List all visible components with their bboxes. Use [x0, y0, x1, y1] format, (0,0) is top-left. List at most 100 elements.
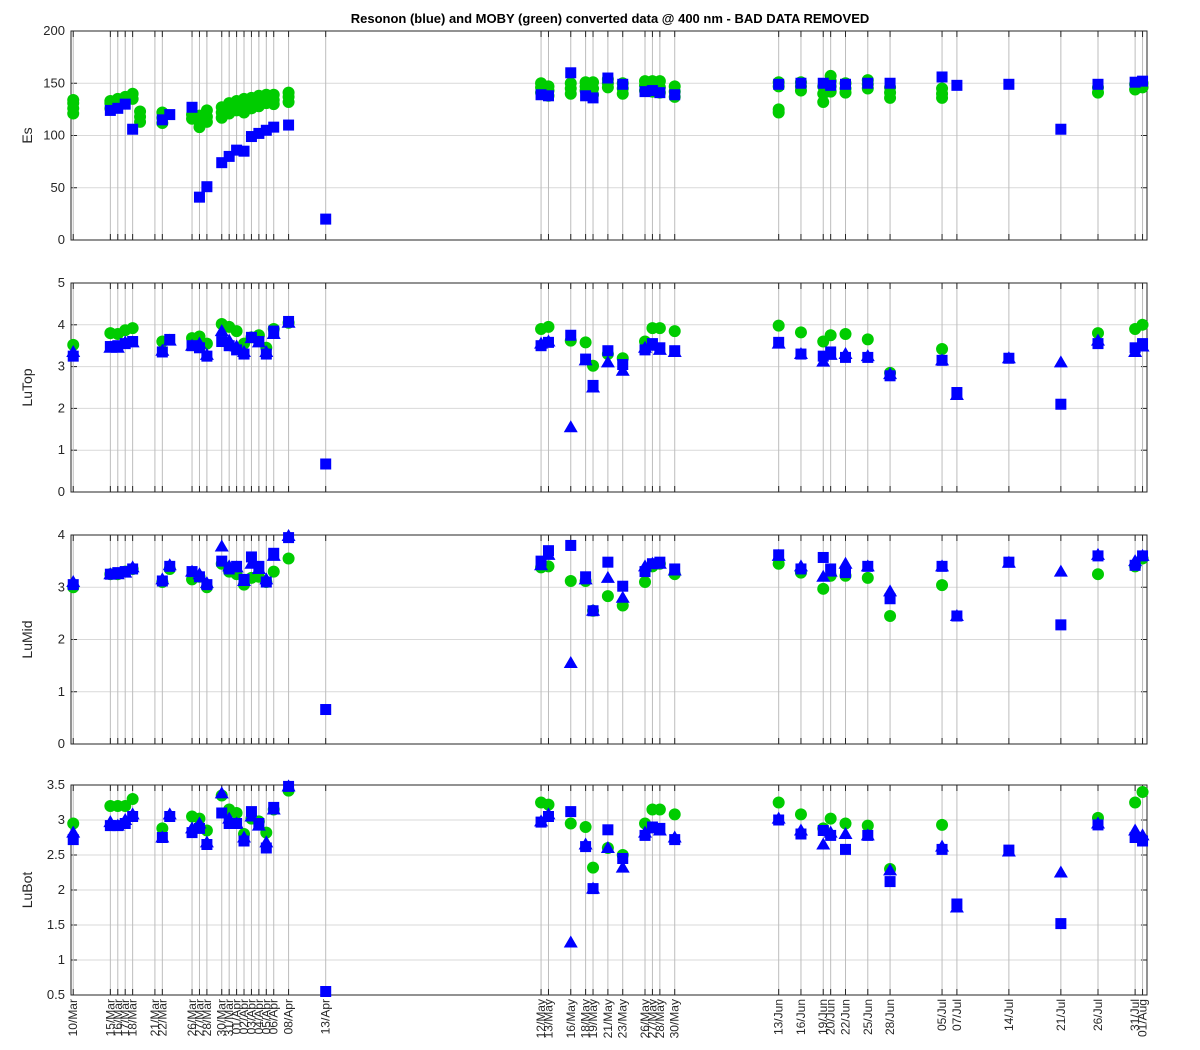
data-point-circle	[936, 82, 949, 95]
data-point-circle	[861, 819, 874, 832]
data-point-triangle	[667, 830, 682, 843]
data-point-square	[112, 102, 124, 114]
data-point-circle	[1091, 327, 1104, 340]
data-point-circle	[67, 817, 80, 830]
data-point-circle	[282, 86, 295, 99]
data-point-triangle	[259, 835, 274, 848]
data-point-triangle	[586, 881, 601, 894]
data-point-triangle	[237, 830, 252, 843]
panels: 0 50 100 150 200 Es 0 1 2 3 4 5 LuTop 0 1 2 3 4 LuMid 0.5 1 1…	[19, 23, 1150, 1002]
x-tick-label: 14/Jul	[1002, 999, 1016, 1031]
data-point-triangle	[251, 335, 266, 348]
data-point-triangle	[1128, 823, 1143, 836]
data-point-square	[602, 72, 614, 84]
x-tick-label: 01/Apr	[230, 999, 244, 1034]
data-point-triangle	[615, 363, 630, 376]
data-point-circle	[267, 565, 280, 578]
data-point-circle	[67, 93, 80, 106]
data-point-triangle	[266, 548, 281, 561]
data-point-square	[773, 78, 785, 90]
data-point-triangle	[586, 380, 601, 393]
data-point-square	[104, 104, 116, 116]
data-point-triangle	[259, 344, 274, 357]
data-point-circle	[824, 812, 837, 825]
y-tick-label: 50	[51, 180, 65, 195]
x-tick-label: 27/May	[645, 999, 659, 1038]
data-point-square	[1003, 78, 1015, 90]
data-point-square	[840, 567, 852, 579]
axes-frame	[70, 784, 1148, 996]
x-tick-label: 12/May	[534, 999, 548, 1038]
y-tick-label: 2.5	[47, 847, 65, 862]
data-point-triangle	[667, 344, 682, 357]
data-point-square	[825, 79, 837, 91]
data-point-square	[654, 87, 666, 99]
data-point-square	[1055, 918, 1067, 930]
y-tick-label: 2	[58, 632, 65, 647]
x-tick-label: 26/May	[638, 999, 652, 1038]
x-tick-label: 04/Apr	[252, 999, 266, 1034]
data-point-square	[201, 181, 213, 193]
data-point-square	[164, 109, 176, 121]
data-point-square	[268, 121, 280, 133]
data-point-square	[617, 853, 629, 864]
data-point-circle	[653, 803, 666, 816]
data-point-square	[216, 555, 228, 567]
data-point-circle	[230, 325, 243, 338]
data-point-square	[231, 144, 243, 156]
x-tick-label: 16/Mar	[111, 999, 125, 1036]
data-point-triangle	[125, 807, 140, 820]
x-tick-label: 25/Jun	[861, 999, 875, 1035]
data-point-triangle	[563, 656, 578, 669]
data-point-square	[320, 704, 332, 716]
data-point-square	[216, 157, 228, 169]
data-point-triangle	[771, 336, 786, 349]
data-point-circle	[193, 330, 206, 343]
y-tick-label: 1	[58, 952, 65, 967]
x-tick-label: 16/May	[564, 999, 578, 1038]
data-point-square	[216, 336, 228, 348]
data-point-triangle	[860, 559, 875, 572]
data-point-triangle	[214, 786, 229, 799]
data-point-square	[156, 114, 168, 126]
data-point-triangle	[534, 814, 549, 827]
data-point-triangle	[185, 821, 200, 834]
data-point-triangle	[949, 388, 964, 401]
data-point-square	[795, 77, 807, 89]
x-tick-label: 22/Mar	[155, 999, 169, 1036]
data-point-triangle	[949, 900, 964, 913]
x-tick-label: 13/Jun	[772, 999, 786, 1035]
data-point-triangle	[185, 564, 200, 577]
x-tick-label: 23/May	[616, 999, 630, 1038]
x-tick-label: 28/Mar	[200, 999, 214, 1036]
x-tick-label: 10/Mar	[66, 999, 80, 1036]
data-point-square	[1092, 78, 1104, 90]
y-tick-label: 150	[43, 75, 65, 90]
data-point-square	[119, 98, 131, 110]
data-point-triangle	[638, 825, 653, 838]
y-tick-label: 1	[58, 684, 65, 699]
data-point-circle	[579, 821, 592, 833]
data-point-triangle	[199, 576, 214, 589]
data-point-triangle	[771, 811, 786, 824]
data-point-triangle	[793, 823, 808, 836]
data-point-square	[884, 593, 896, 605]
data-point-triangle	[883, 584, 898, 597]
data-point-triangle	[652, 823, 667, 836]
data-point-square	[884, 876, 896, 888]
panel-lumid: 0 1 2 3 4 LuMid	[19, 527, 1150, 751]
data-point-triangle	[600, 570, 615, 583]
x-tick-label: 15/Mar	[103, 999, 117, 1036]
data-point-square	[193, 191, 205, 203]
data-point-triangle	[1135, 339, 1150, 352]
y-axis-label: Es	[19, 127, 35, 143]
data-point-circle	[601, 590, 614, 603]
x-tick-label: 31/Jul	[1128, 999, 1142, 1031]
data-point-square	[67, 834, 79, 846]
data-point-circle	[817, 582, 830, 595]
data-point-triangle	[1001, 351, 1016, 364]
y-tick-label: 4	[58, 527, 65, 542]
data-point-circle	[587, 76, 600, 89]
data-point-triangle	[860, 349, 875, 362]
data-point-triangle	[244, 809, 259, 822]
